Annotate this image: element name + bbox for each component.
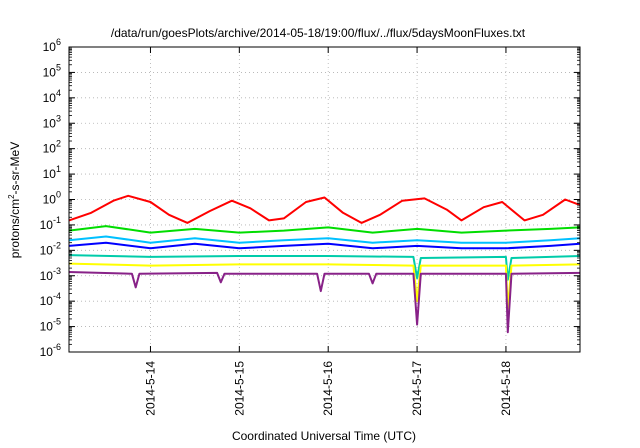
series-line bbox=[68, 271, 581, 334]
y-tick-base: 10 bbox=[40, 218, 54, 232]
y-tick-label: 10-6 bbox=[40, 342, 61, 359]
y-tick-base: 10 bbox=[40, 320, 54, 334]
y-tick-exponent: -1 bbox=[53, 215, 61, 225]
series-lines bbox=[68, 194, 581, 334]
y-tick-base: 10 bbox=[43, 65, 57, 79]
y-tick-exponent: 1 bbox=[56, 164, 61, 174]
x-tick-label: 2014-5-18 bbox=[499, 361, 513, 416]
y-tick-base: 10 bbox=[43, 40, 57, 54]
y-tick-exponent: 5 bbox=[56, 62, 61, 72]
y-tick-label: 10-5 bbox=[40, 317, 61, 334]
x-tick-label: 2014-5-15 bbox=[232, 361, 246, 416]
y-tick-exponent: -4 bbox=[53, 291, 61, 301]
y-tick-exponent: 0 bbox=[56, 190, 61, 200]
y-tick-exponent: 3 bbox=[56, 113, 61, 123]
y-tick-label: 103 bbox=[43, 113, 61, 130]
y-tick-exponent: -2 bbox=[53, 240, 61, 250]
y-tick-exponent: -5 bbox=[53, 317, 61, 327]
y-tick-base: 10 bbox=[43, 91, 57, 105]
y-tick-exponent: -3 bbox=[53, 266, 61, 276]
y-tick-label: 10-4 bbox=[40, 291, 61, 308]
y-tick-base: 10 bbox=[40, 294, 54, 308]
x-axis: 2014-5-14 2014-5-15 2014-5-16 2014-5-17 2014… bbox=[143, 47, 513, 416]
x-tick-label: 2014-5-16 bbox=[321, 361, 335, 416]
y-tick-label: 102 bbox=[43, 139, 61, 156]
y-axis: 10610510410310210110010-110-210-310-410-… bbox=[40, 37, 580, 359]
y-axis-label: protons/cm2-s-sr-MeV bbox=[7, 142, 22, 258]
y-tick-exponent: 2 bbox=[56, 139, 61, 149]
y-tick-label: 10-3 bbox=[40, 266, 61, 283]
y-tick-base: 10 bbox=[40, 345, 54, 359]
y-tick-label: 10-1 bbox=[40, 215, 61, 232]
y-tick-label: 105 bbox=[43, 62, 61, 79]
y-tick-label: 106 bbox=[43, 37, 61, 54]
series-line bbox=[68, 254, 581, 281]
y-tick-exponent: -6 bbox=[53, 342, 61, 352]
y-axis-label-suffix: -s-sr-MeV bbox=[8, 142, 22, 195]
x-tick-label: 2014-5-14 bbox=[143, 361, 157, 416]
chart-title: /data/run/goesPlots/archive/2014-05-18/1… bbox=[111, 26, 526, 40]
y-tick-base: 10 bbox=[43, 193, 57, 207]
y-tick-label: 101 bbox=[43, 164, 61, 181]
series-line bbox=[68, 225, 581, 234]
series-line bbox=[68, 235, 581, 244]
y-tick-exponent: 4 bbox=[56, 88, 61, 98]
y-tick-base: 10 bbox=[40, 243, 54, 257]
y-tick-label: 10-2 bbox=[40, 240, 61, 257]
y-tick-exponent: 6 bbox=[56, 37, 61, 47]
y-tick-base: 10 bbox=[43, 142, 57, 156]
grid bbox=[69, 47, 580, 352]
y-axis-label-prefix: protons/cm bbox=[8, 199, 22, 258]
series-line bbox=[68, 241, 581, 250]
series-line bbox=[68, 194, 581, 224]
series-line bbox=[68, 262, 581, 310]
x-axis-label: Coordinated Universal Time (UTC) bbox=[232, 429, 416, 443]
y-tick-base: 10 bbox=[40, 269, 54, 283]
y-tick-label: 100 bbox=[43, 190, 61, 207]
y-tick-base: 10 bbox=[43, 167, 57, 181]
y-axis-label-sup: 2 bbox=[7, 194, 16, 199]
x-tick-label: 2014-5-17 bbox=[410, 361, 424, 416]
y-tick-label: 104 bbox=[43, 88, 61, 105]
y-tick-base: 10 bbox=[43, 116, 57, 130]
